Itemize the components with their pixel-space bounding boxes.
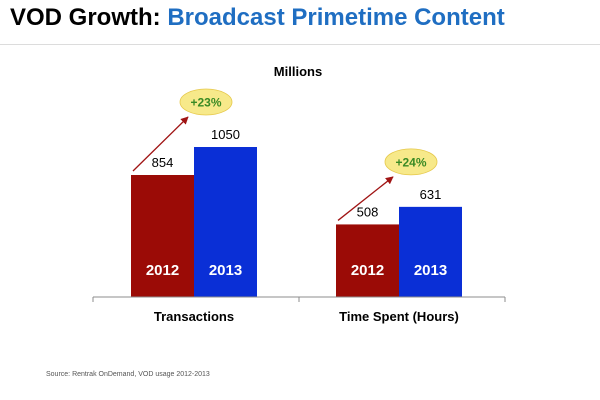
data-label: 1050	[211, 127, 240, 142]
data-label: 631	[420, 187, 442, 202]
title-divider	[0, 44, 600, 45]
category-label: Transactions	[154, 309, 234, 324]
growth-badge-label: +24%	[395, 155, 426, 169]
growth-badge-label: +23%	[190, 96, 221, 110]
data-label: 508	[357, 204, 379, 219]
bar-year-label: 2013	[414, 262, 447, 279]
slide-title: VOD Growth: Broadcast Primetime Content	[10, 4, 505, 32]
chart-title: Millions	[274, 64, 322, 79]
bar	[194, 147, 257, 297]
category-label: Time Spent (Hours)	[339, 309, 459, 324]
bar	[131, 175, 194, 297]
bar	[336, 224, 399, 297]
title-prefix: VOD Growth:	[10, 4, 161, 31]
bar	[399, 206, 462, 297]
bar-year-label: 2013	[209, 262, 242, 279]
growth-arrow	[337, 176, 394, 221]
data-label: 854	[152, 155, 174, 170]
source-note: Source: Rentrak OnDemand, VOD usage 2012…	[46, 371, 210, 378]
growth-arrow	[132, 116, 189, 172]
bar-year-label: 2012	[146, 262, 179, 279]
growth-badge	[384, 148, 438, 176]
growth-badge	[179, 88, 233, 116]
title-suffix: Broadcast Primetime Content	[167, 4, 505, 31]
bar-year-label: 2012	[351, 262, 384, 279]
